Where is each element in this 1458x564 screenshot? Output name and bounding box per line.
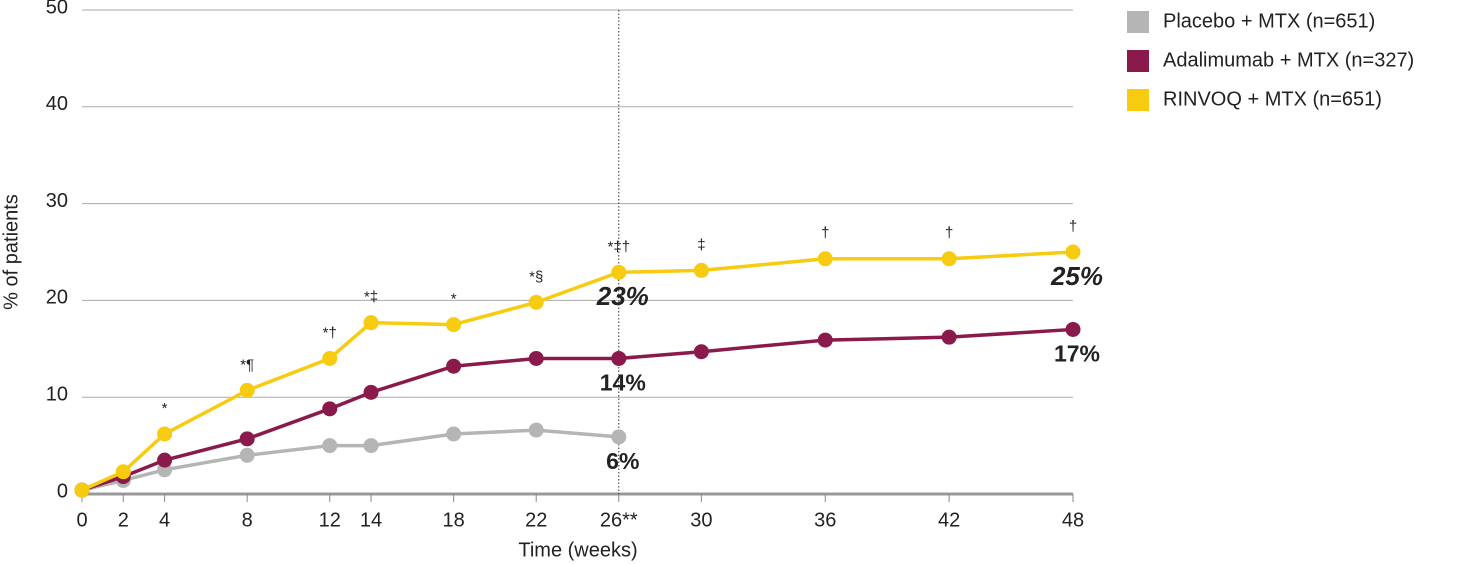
data-point <box>239 447 255 463</box>
y-tick-label: 40 <box>46 93 68 115</box>
significance-marker: * <box>162 400 168 417</box>
y-tick-label: 20 <box>46 287 68 309</box>
data-point <box>363 438 379 454</box>
significance-marker: *‡† <box>608 238 631 255</box>
data-point <box>74 482 90 498</box>
data-point <box>817 251 833 267</box>
significance-marker: *§ <box>529 268 543 285</box>
data-point <box>611 264 627 280</box>
x-axis-label: Time (weeks) <box>518 539 637 561</box>
data-point <box>817 332 833 348</box>
legend-label: RINVOQ + MTX (n=651) <box>1163 88 1382 110</box>
data-point <box>528 294 544 310</box>
data-point <box>157 426 173 442</box>
x-tick-label: 30 <box>690 509 712 531</box>
data-point <box>363 384 379 400</box>
x-tick-label: 22 <box>525 509 547 531</box>
x-tick-label: 2 <box>118 509 129 531</box>
data-point <box>611 429 627 445</box>
data-point <box>115 464 131 480</box>
data-point <box>322 401 338 417</box>
x-tick-label: 42 <box>938 509 960 531</box>
data-point <box>322 438 338 454</box>
legend-label: Adalimumab + MTX (n=327) <box>1163 49 1414 71</box>
legend-swatch <box>1127 11 1149 33</box>
x-tick-label: 36 <box>814 509 836 531</box>
series-line <box>81 250 1074 492</box>
x-tick-label: 0 <box>76 509 87 531</box>
significance-marker: * <box>451 291 457 308</box>
x-tick-label: 26** <box>600 509 638 531</box>
value-label: 25% <box>1050 261 1103 291</box>
y-tick-label: 50 <box>46 0 68 18</box>
data-point <box>528 422 544 438</box>
value-label: 6% <box>606 448 639 474</box>
significance-marker: *‡ <box>364 289 378 306</box>
data-point <box>693 262 709 278</box>
value-label: 23% <box>596 281 649 311</box>
x-tick-label: 14 <box>360 509 382 531</box>
y-tick-label: 0 <box>57 480 68 502</box>
data-point <box>157 452 173 468</box>
significance-marker: † <box>945 225 953 242</box>
significance-marker: † <box>821 225 829 242</box>
data-point <box>693 344 709 360</box>
series-line <box>81 327 1074 492</box>
data-point <box>322 350 338 366</box>
data-point <box>941 329 957 345</box>
significance-marker: † <box>1069 218 1077 235</box>
y-axis-label: % of patients <box>0 194 22 310</box>
y-tick-label: 10 <box>46 383 68 405</box>
data-point <box>446 317 462 333</box>
legend-swatch <box>1127 89 1149 111</box>
significance-marker: *¶ <box>240 356 254 373</box>
x-tick-label: 12 <box>319 509 341 531</box>
data-point <box>611 350 627 366</box>
legend-label: Placebo + MTX (n=651) <box>1163 10 1375 32</box>
value-label: 14% <box>600 370 646 396</box>
y-tick-label: 30 <box>46 190 68 212</box>
data-point <box>941 251 957 267</box>
legend-swatch <box>1127 50 1149 72</box>
data-point <box>363 315 379 331</box>
x-tick-label: 4 <box>159 509 170 531</box>
data-point <box>528 350 544 366</box>
data-point <box>446 358 462 374</box>
data-point <box>1065 321 1081 337</box>
x-tick-label: 18 <box>443 509 465 531</box>
data-point <box>1065 244 1081 260</box>
x-tick-label: 48 <box>1062 509 1084 531</box>
significance-marker: ‡ <box>697 236 705 253</box>
data-point <box>239 431 255 447</box>
significance-marker: *† <box>323 324 337 341</box>
data-point <box>239 382 255 398</box>
value-label: 17% <box>1054 341 1100 367</box>
x-tick-label: 8 <box>242 509 253 531</box>
data-point <box>446 426 462 442</box>
